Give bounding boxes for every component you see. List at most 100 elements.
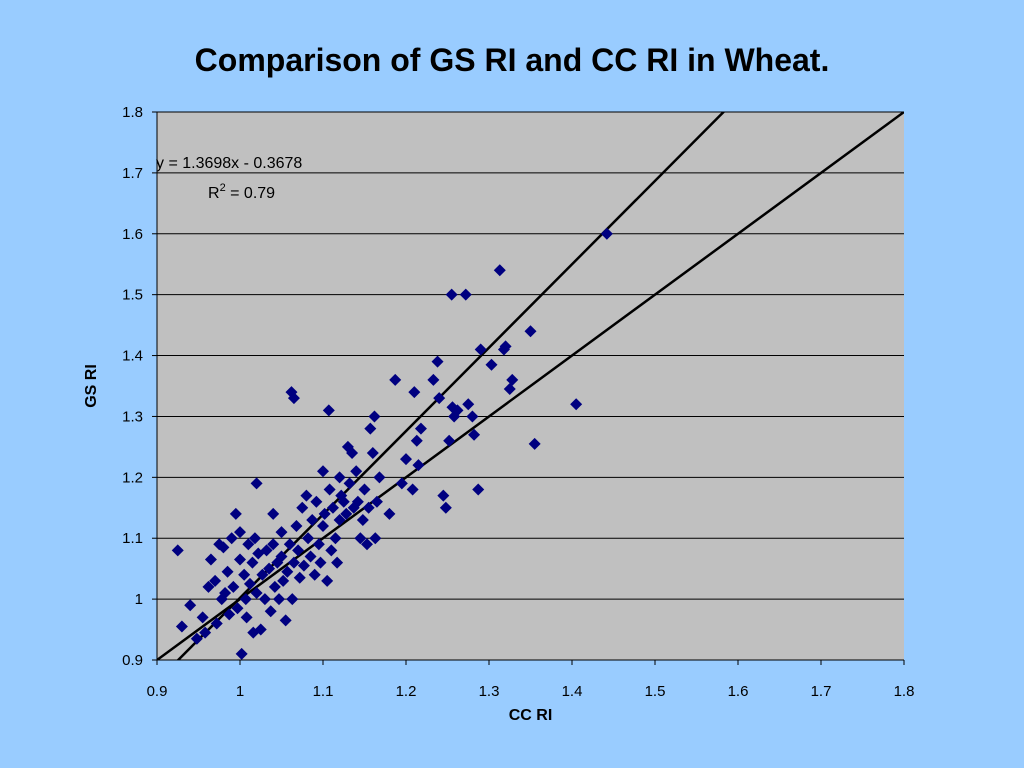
data-point <box>306 513 319 526</box>
data-point <box>412 459 425 472</box>
data-point <box>286 593 299 606</box>
data-point <box>204 553 217 566</box>
data-point <box>317 520 329 533</box>
identity-line <box>157 112 904 660</box>
data-point <box>351 495 364 508</box>
data-point <box>451 404 464 417</box>
data-point <box>466 410 479 423</box>
data-point <box>235 647 248 660</box>
data-point <box>340 507 353 520</box>
data-point <box>406 483 419 496</box>
data-point <box>364 422 377 435</box>
data-point <box>210 617 223 630</box>
data-point <box>389 373 402 386</box>
data-point <box>256 568 269 581</box>
data-point <box>474 343 487 356</box>
y-tick-label: 0.9 <box>122 652 143 669</box>
data-point <box>437 489 450 502</box>
data-point <box>304 550 317 563</box>
data-point <box>297 559 310 572</box>
data-point <box>317 465 329 478</box>
axes <box>156 112 904 661</box>
data-point <box>310 495 323 508</box>
data-point <box>258 593 271 606</box>
data-point <box>524 325 537 338</box>
data-point <box>506 373 519 386</box>
data-point <box>263 562 276 575</box>
data-point <box>462 398 475 411</box>
data-point <box>219 587 232 600</box>
data-point <box>600 227 613 240</box>
data-point <box>254 623 267 636</box>
data-point <box>242 538 255 551</box>
data-point <box>229 507 242 520</box>
data-point <box>433 392 446 405</box>
data-point <box>528 437 541 450</box>
y-axis-label: GS RI <box>83 364 100 408</box>
data-point <box>346 446 359 459</box>
data-point <box>221 565 234 578</box>
y-tick-label: 1.5 <box>122 287 143 304</box>
data-point <box>184 599 197 612</box>
x-tick-label: 1.6 <box>728 683 749 700</box>
x-tick-label: 1.7 <box>811 683 832 700</box>
scatter-points <box>171 227 613 660</box>
x-tick-label: 1.8 <box>894 683 915 700</box>
y-tick-label: 1.2 <box>122 469 143 486</box>
data-point <box>264 605 277 618</box>
data-point <box>312 538 325 551</box>
data-point <box>196 611 209 624</box>
data-point <box>485 358 498 371</box>
data-point <box>239 593 252 606</box>
r-squared-sup: 2 <box>220 182 226 194</box>
data-point <box>373 471 386 484</box>
r-squared-prefix: R <box>208 185 220 202</box>
data-point <box>296 501 309 514</box>
x-tick-label: 1.2 <box>396 683 417 700</box>
data-point <box>333 513 346 526</box>
data-point <box>408 386 421 399</box>
data-point <box>354 532 367 545</box>
data-point <box>300 489 313 502</box>
data-point <box>171 544 184 557</box>
trendline-equation: y = 1.3698x - 0.3678 <box>156 155 302 172</box>
data-point <box>302 532 315 545</box>
data-point <box>234 553 246 566</box>
data-point <box>308 568 321 581</box>
data-point <box>400 453 412 466</box>
x-tick-label: 1.4 <box>562 683 583 700</box>
data-point <box>333 471 346 484</box>
data-point <box>231 602 244 615</box>
r-squared-label: R2 = 0.79 <box>208 182 275 202</box>
data-point <box>246 556 259 569</box>
data-point <box>267 538 280 551</box>
y-tick-label: 1.3 <box>122 408 143 425</box>
data-point <box>225 532 238 545</box>
data-point <box>238 568 251 581</box>
data-point <box>356 513 369 526</box>
data-point <box>322 404 335 417</box>
y-tick-label: 1 <box>135 591 143 608</box>
y-axis-ticks: 0.9 1 1.1 1.2 1.3 1.4 1.5 1.6 1.7 1.8 <box>122 104 157 669</box>
data-point <box>260 544 273 557</box>
data-point <box>290 520 303 533</box>
data-point <box>493 264 506 277</box>
data-point <box>570 398 583 411</box>
data-point <box>410 434 423 447</box>
data-point <box>293 571 306 584</box>
y-tick-label: 1.1 <box>122 530 143 547</box>
data-point <box>383 507 396 520</box>
y-tick-label: 1.7 <box>122 165 143 182</box>
data-point <box>459 288 472 301</box>
data-point <box>329 532 342 545</box>
data-point <box>240 611 253 624</box>
y-tick-label: 1.4 <box>122 348 143 365</box>
data-point <box>281 565 294 578</box>
data-point <box>250 587 263 600</box>
chart-title: Comparison of GS RI and CC RI in Wheat. <box>194 42 830 78</box>
y-tick-label: 1.6 <box>122 226 143 243</box>
data-point <box>370 495 383 508</box>
x-tick-label: 1.3 <box>479 683 500 700</box>
data-point <box>472 483 485 496</box>
